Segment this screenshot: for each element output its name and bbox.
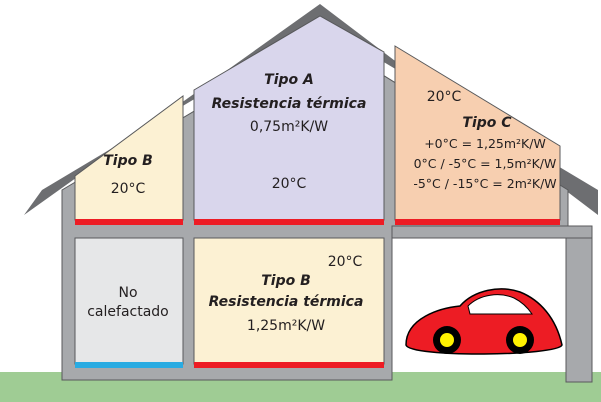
room-top-middle — [193, 15, 385, 221]
room-top-left-title: Tipo B — [103, 153, 153, 169]
floor-strip-top-right — [395, 219, 560, 225]
room-top-right-line-3: -5°C / -15°C = 2m²K/W — [413, 176, 556, 191]
room-top-right — [394, 45, 561, 221]
floor-strip-top-left — [75, 219, 183, 225]
room-top-left-temp: 20°C — [111, 181, 146, 197]
room-top-right-title: Tipo C — [462, 115, 512, 131]
room-top-middle-value: 0,75m²K/W — [250, 119, 328, 135]
room-bottom-middle-value: 1,25m²K/W — [247, 318, 325, 334]
garage-beam — [391, 225, 593, 239]
floor-strip-top-middle — [194, 219, 384, 225]
room-bottom-middle-temp: 20°C — [328, 254, 363, 270]
room-top-middle-title: Tipo A — [264, 72, 314, 88]
car-icon — [405, 288, 563, 355]
room-top-right-line-1: +0°C = 1,25m²K/W — [424, 136, 546, 151]
room-top-middle-temp: 20°C — [272, 176, 307, 192]
room-bottom-middle-title: Tipo B — [261, 273, 311, 289]
room-top-middle-subtitle: Resistencia térmica — [212, 96, 367, 112]
room-top-right-temp: 20°C — [427, 89, 462, 105]
floor-strip-bottom-left — [75, 362, 183, 368]
garage-pillar — [565, 231, 593, 383]
room-bottom-left — [74, 237, 184, 365]
room-bottom-left-line-2: calefactado — [87, 304, 169, 320]
room-top-right-line-2: 0°C / -5°C = 1,5m²K/W — [414, 156, 557, 171]
floor-strip-bottom-middle — [194, 362, 384, 368]
room-bottom-middle-subtitle: Resistencia térmica — [209, 294, 364, 310]
room-bottom-middle — [193, 237, 385, 365]
room-bottom-left-line-1: No — [118, 285, 137, 301]
